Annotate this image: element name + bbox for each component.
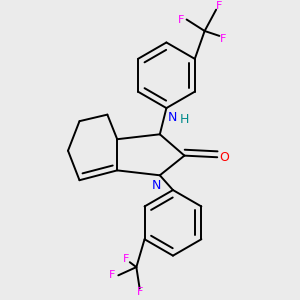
Text: F: F bbox=[109, 270, 116, 280]
Text: N: N bbox=[152, 178, 161, 192]
Text: F: F bbox=[123, 254, 129, 264]
Text: F: F bbox=[178, 14, 184, 25]
Text: F: F bbox=[136, 287, 143, 297]
Text: F: F bbox=[220, 34, 226, 44]
Text: N: N bbox=[168, 111, 177, 124]
Text: H: H bbox=[180, 113, 189, 126]
Text: F: F bbox=[216, 2, 223, 11]
Text: O: O bbox=[220, 151, 230, 164]
